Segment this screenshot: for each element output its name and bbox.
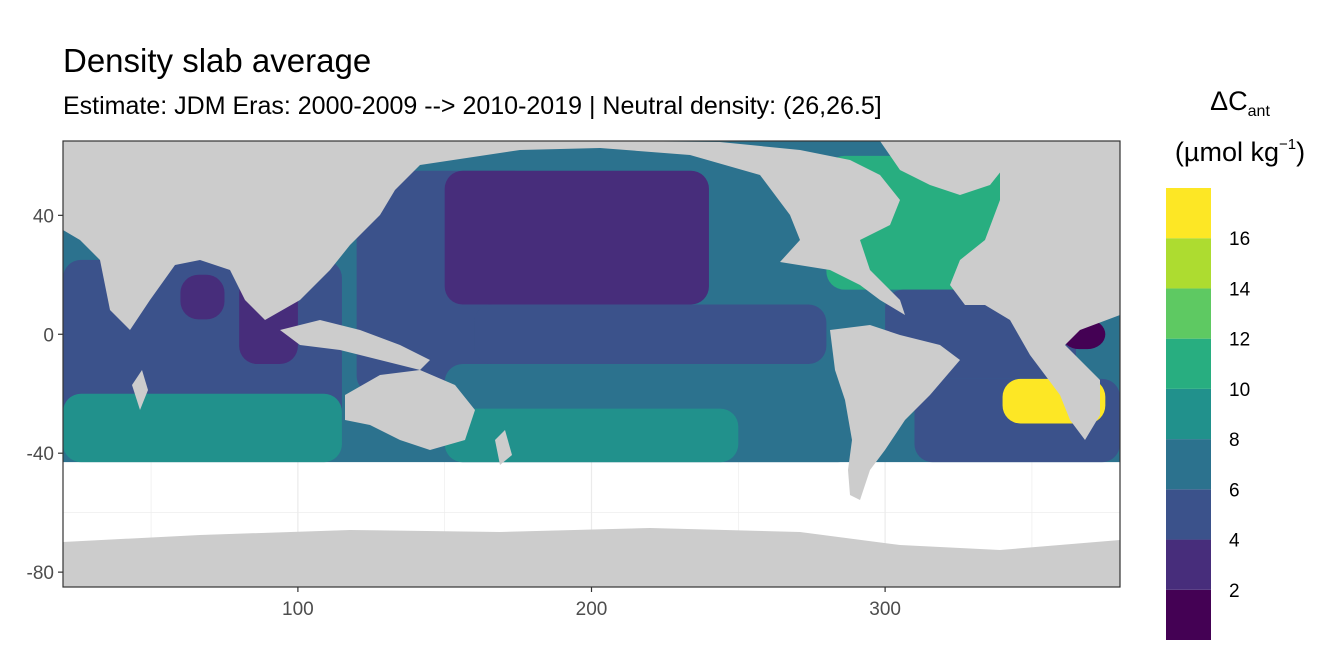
y-tick-label: 0 xyxy=(43,325,54,346)
ocean-region-southern-indian xyxy=(63,393,342,463)
land-maritime-continent xyxy=(280,320,430,370)
land-australia xyxy=(345,370,475,450)
land-new-zealand xyxy=(495,430,512,465)
chart-title: Density slab average xyxy=(63,42,372,79)
legend: 2 4 6 8 10 12 14 16 xyxy=(1166,188,1251,640)
chart-subtitle: Estimate: JDM Eras: 2000-2009 --> 2010-2… xyxy=(63,92,882,120)
legend-label: 6 xyxy=(1229,480,1240,501)
ocean-region-north-pacific xyxy=(444,170,709,305)
legend-swatch xyxy=(1166,288,1211,339)
land-mask xyxy=(63,141,1120,587)
land-south-america xyxy=(830,325,960,500)
land-greenland xyxy=(880,141,1010,195)
y-tick-label: -40 xyxy=(27,444,54,465)
legend-swatch xyxy=(1166,188,1211,239)
legend-title-variable: ΔCant xyxy=(1170,86,1310,121)
legend-swatch xyxy=(1166,388,1211,440)
y-tick-label: 40 xyxy=(33,206,54,227)
y-tick-label: -80 xyxy=(27,563,54,584)
legend-label: 16 xyxy=(1229,229,1250,250)
land-eurasia-west xyxy=(63,141,420,330)
land-africa xyxy=(950,141,1120,440)
legend-label: 12 xyxy=(1229,330,1250,351)
x-tick-label: 100 xyxy=(282,599,314,620)
ocean-region-equatorial-pacific xyxy=(474,304,827,364)
legend-title-subscript: ant xyxy=(1247,103,1270,120)
legend-unit-superscript: −1 xyxy=(1278,136,1297,153)
legend-swatch xyxy=(1166,539,1211,590)
legend-title-main: ΔC xyxy=(1210,86,1248,116)
land-north-america xyxy=(360,141,905,315)
legend-swatch xyxy=(1166,489,1211,540)
legend-swatch xyxy=(1166,589,1211,640)
legend-label: 2 xyxy=(1229,581,1240,602)
legend-unit-suffix: ) xyxy=(1296,137,1306,167)
land-antarctica xyxy=(63,528,1120,587)
legend-swatch xyxy=(1166,338,1211,389)
x-tick-label: 200 xyxy=(576,599,608,620)
land-madagascar xyxy=(132,370,148,410)
x-tick-label: 300 xyxy=(869,599,901,620)
ocean-region-tasman xyxy=(444,408,739,463)
legend-unit-prefix: (µmol kg xyxy=(1174,137,1279,167)
legend-label: 10 xyxy=(1229,380,1250,401)
legend-label: 8 xyxy=(1229,430,1240,451)
legend-swatch xyxy=(1166,238,1211,289)
legend-label: 4 xyxy=(1229,531,1240,552)
legend-label: 14 xyxy=(1229,279,1251,300)
legend-swatch xyxy=(1166,439,1211,490)
ocean-region-arabian xyxy=(180,274,225,320)
legend-title-unit: (µmol kg−1) xyxy=(1150,136,1330,168)
